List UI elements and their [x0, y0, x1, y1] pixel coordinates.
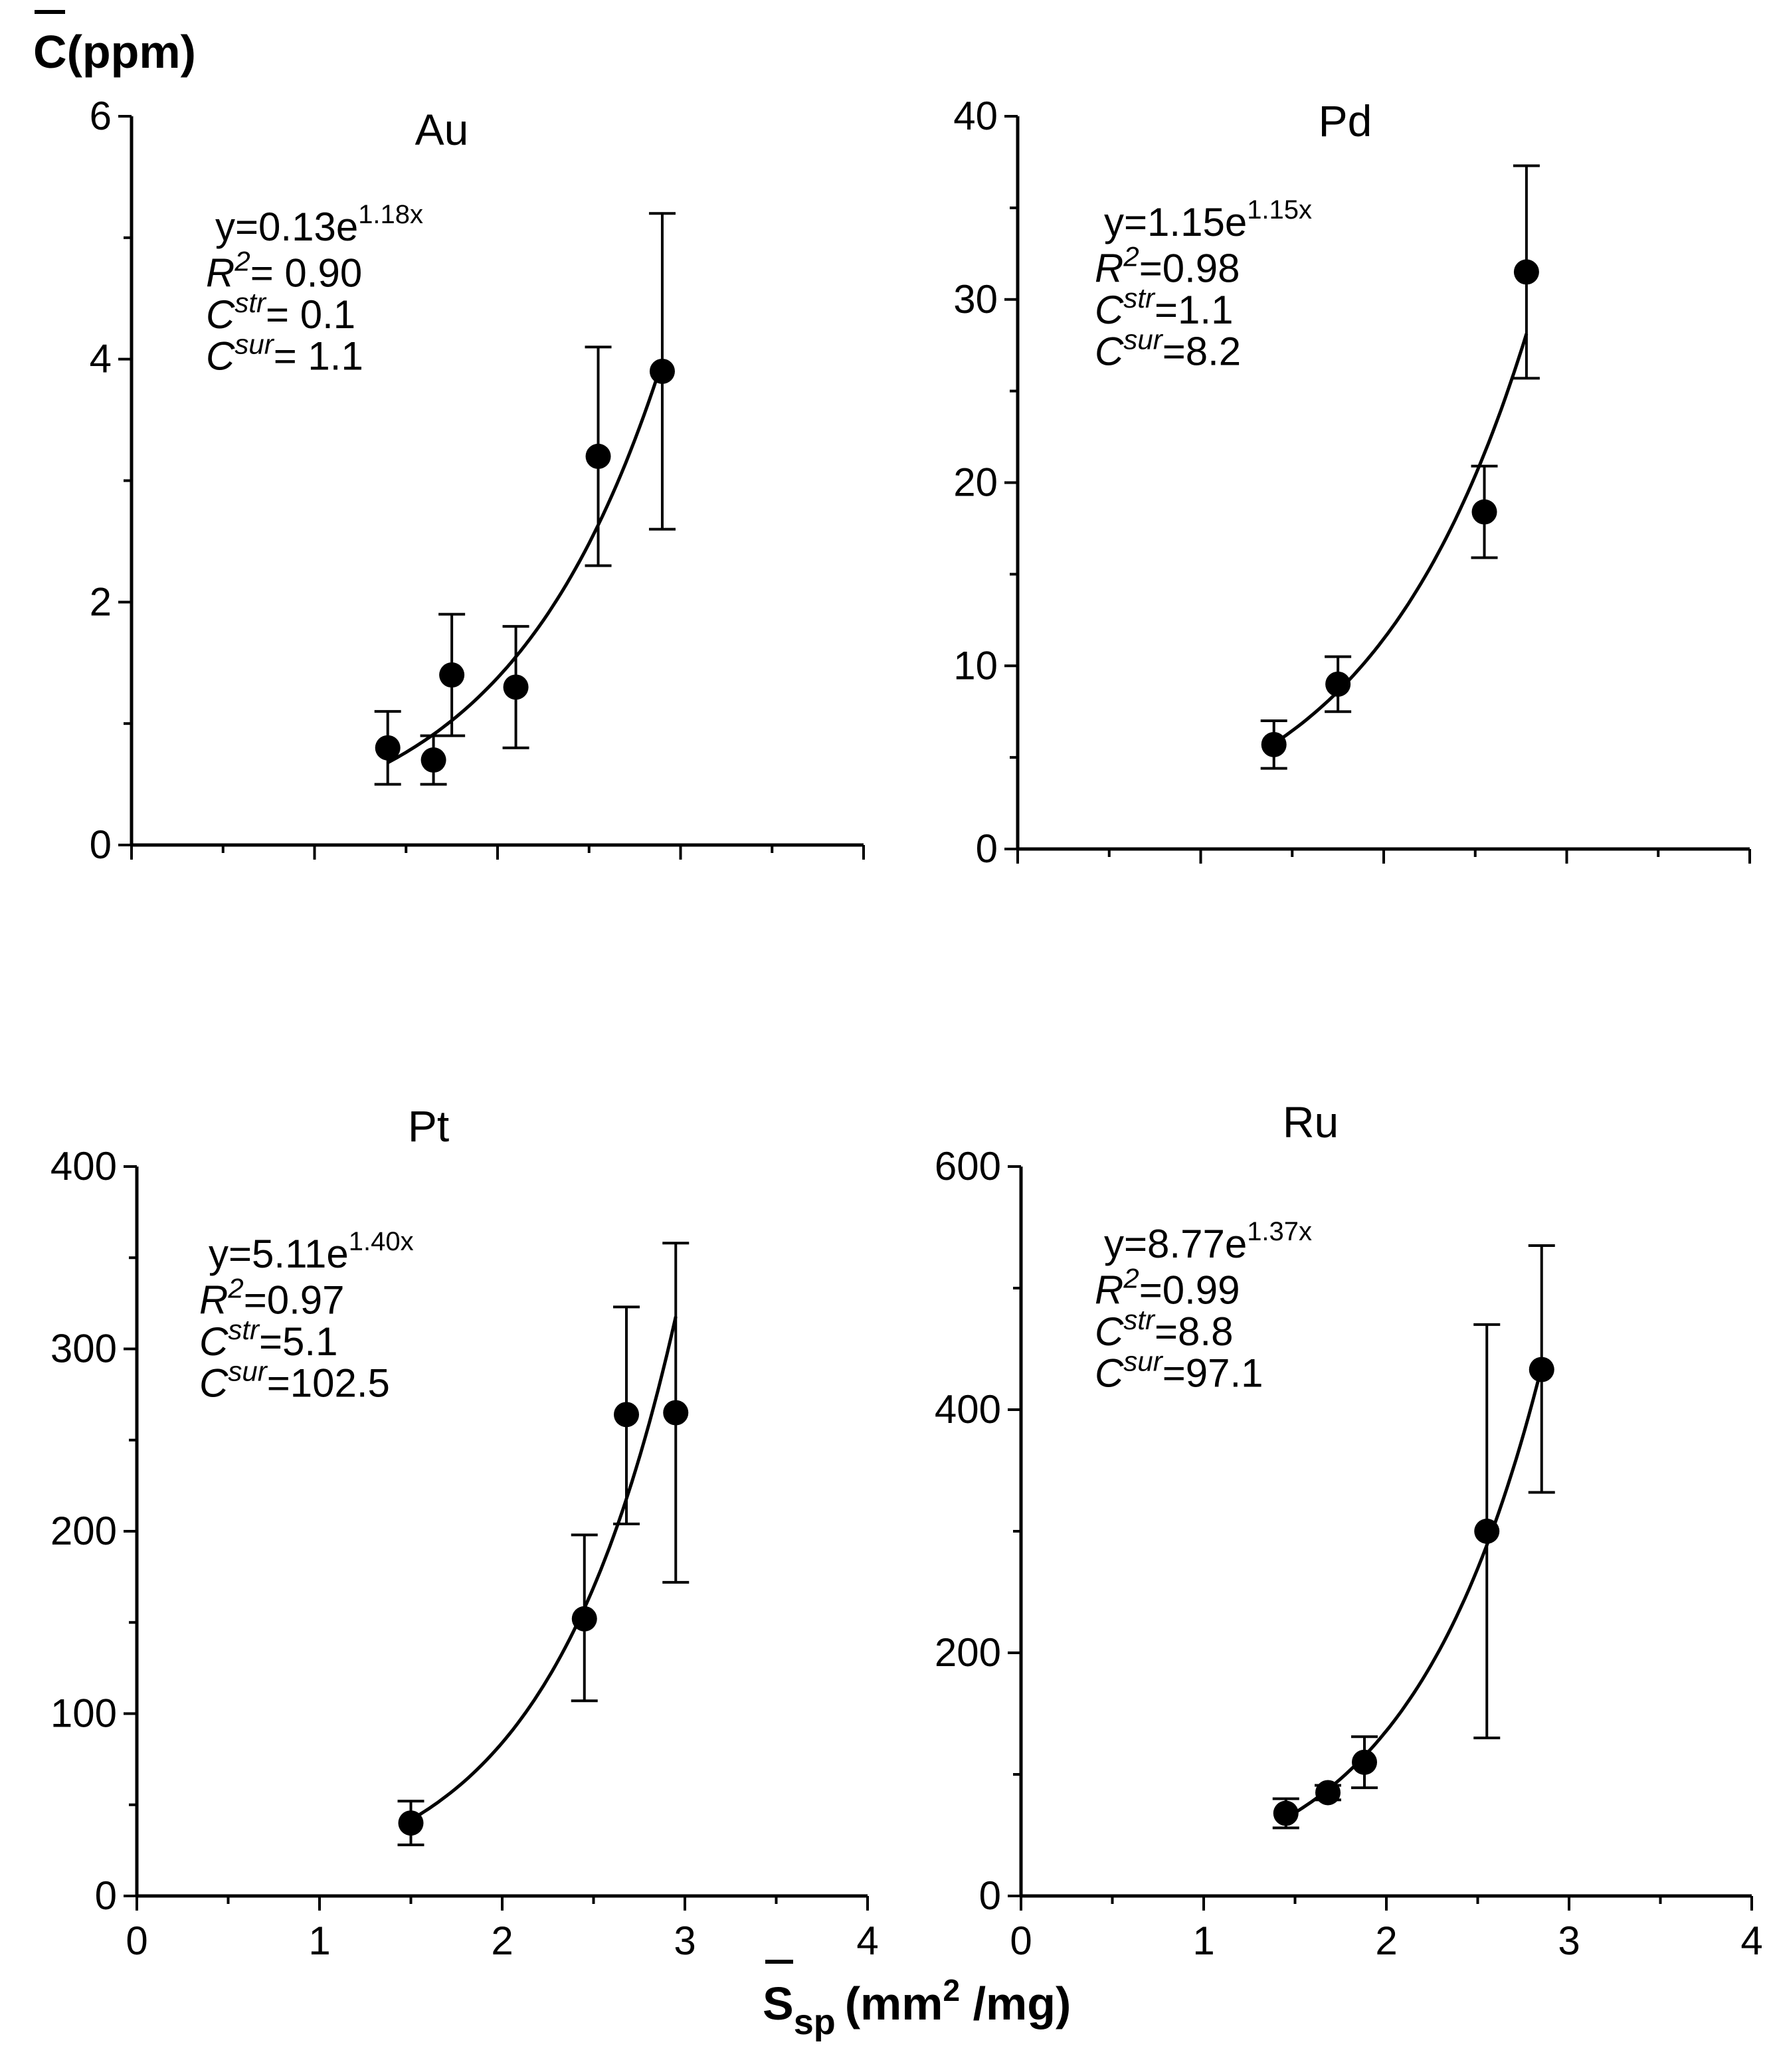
data-point	[585, 443, 611, 469]
c-sur-text: Csur= 1.1	[206, 329, 363, 379]
fit-curve	[1285, 1366, 1544, 1820]
data-point	[649, 358, 675, 384]
data-point	[1325, 671, 1351, 697]
svg-text:Ssp(mm2 /mg): Ssp (mm2 /mg)	[763, 1973, 1071, 2042]
fit-curve	[1273, 333, 1529, 745]
y-tick-label: 0	[95, 1873, 117, 1918]
x-label-superscript: 2	[943, 1973, 961, 2008]
c-str-text: Cstr= 0.1	[206, 287, 355, 337]
data-point	[1529, 1357, 1554, 1382]
r-squared-text: R2=0.98	[1095, 240, 1240, 290]
c-str-text: Cstr=8.8	[1095, 1304, 1233, 1354]
y-label-unit: (ppm)	[67, 26, 196, 78]
global-y-label: C(ppm)	[33, 10, 196, 78]
c-sur-text: Csur=8.2	[1095, 324, 1241, 374]
y-tick-label: 400	[50, 1144, 117, 1188]
x-tick-label: 2	[1375, 1919, 1397, 1963]
y-tick-label: 2	[90, 579, 112, 624]
global-x-label: Ssp (mm2 /mg)	[763, 1960, 1071, 2042]
panel-pd: 0 10 20 30 40 Pd y=1.15e1.15xR2=0.98Cstr=1.1Cs…	[953, 94, 1751, 871]
fit-equation: y=8.77e1.37x	[1104, 1217, 1312, 1266]
c-sur-text: Csur=102.5	[199, 1356, 390, 1406]
panel-title: Ru	[1283, 1097, 1339, 1147]
y-tick-label: 0	[976, 826, 998, 871]
x-label-unit-prefix: (mm	[845, 1978, 943, 2029]
panel-title: Pd	[1319, 96, 1372, 145]
c-str-text: Cstr=1.1	[1095, 282, 1233, 332]
y-tick-label: 20	[953, 460, 998, 505]
data-point	[439, 662, 465, 688]
fit-curve	[410, 1316, 678, 1822]
x-label-subscript: sp	[794, 2002, 836, 2042]
y-tick-label: 0	[90, 822, 112, 867]
y-tick-label: 0	[979, 1873, 1001, 1918]
y-tick-label: 6	[90, 94, 112, 138]
data-point	[1315, 1780, 1341, 1806]
data-point	[420, 747, 446, 773]
data-point	[663, 1400, 689, 1426]
x-label-unit-suffix: /mg)	[960, 1978, 1071, 2029]
fit-curve	[387, 361, 664, 765]
x-label-symbol: S	[763, 1978, 794, 2029]
y-label-symbol: C	[33, 26, 67, 78]
fit-equation: y=5.11e1.40x	[209, 1227, 414, 1276]
y-tick-label: 300	[50, 1327, 117, 1371]
c-str-text: Cstr=5.1	[199, 1314, 337, 1364]
x-tick-label: 3	[674, 1919, 696, 1963]
data-point	[1474, 1519, 1500, 1544]
c-sur-text: Csur=97.1	[1095, 1346, 1263, 1396]
y-tick-label: 600	[935, 1144, 1001, 1188]
x-tick-label: 4	[1740, 1919, 1762, 1963]
y-tick-label: 40	[953, 94, 998, 138]
panel-ru: 0 200 400 600 0 1 2 3 4 Ru y=8.77e1.37xR2=0.99Cstr…	[935, 1097, 1763, 1963]
r-squared-text: R2= 0.90	[206, 245, 362, 295]
x-tick-label: 1	[308, 1919, 330, 1963]
fit-equation: y=0.13e1.18x	[215, 200, 423, 249]
y-tick-label: 4	[90, 337, 112, 381]
x-tick-label: 0	[126, 1919, 147, 1963]
panel-title: Au	[415, 105, 469, 154]
x-tick-label: 4	[856, 1919, 878, 1963]
y-tick-label: 30	[953, 277, 998, 322]
data-point	[1261, 731, 1287, 757]
r-squared-text: R2=0.97	[199, 1272, 345, 1322]
data-point	[571, 1606, 597, 1632]
x-tick-label: 1	[1192, 1919, 1214, 1963]
y-tick-label: 400	[935, 1387, 1001, 1432]
fit-equation: y=1.15e1.15x	[1104, 195, 1312, 244]
y-tick-label: 200	[935, 1630, 1001, 1675]
y-tick-label: 100	[50, 1691, 117, 1736]
panel-title: Pt	[408, 1101, 449, 1151]
svg-text:C(ppm): C(ppm)	[33, 26, 196, 78]
y-tick-label: 200	[50, 1509, 117, 1553]
r-squared-text: R2=0.99	[1095, 1262, 1240, 1312]
data-point	[614, 1402, 639, 1428]
y-tick-label: 10	[953, 643, 998, 688]
data-point	[1513, 259, 1539, 285]
data-point	[375, 735, 401, 761]
data-point	[503, 674, 529, 700]
x-tick-label: 2	[491, 1919, 513, 1963]
data-point	[1352, 1749, 1377, 1775]
data-point	[398, 1810, 424, 1836]
data-point	[1273, 1800, 1299, 1826]
x-tick-label: 0	[1010, 1919, 1032, 1963]
x-tick-label: 3	[1558, 1919, 1580, 1963]
data-point	[1471, 499, 1497, 525]
